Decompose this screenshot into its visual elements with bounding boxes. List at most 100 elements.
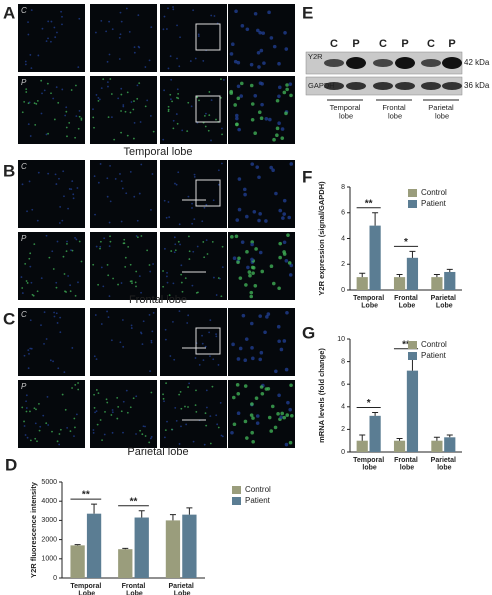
cell-signal xyxy=(267,415,272,420)
cell-signal xyxy=(66,426,69,429)
micrograph xyxy=(90,160,157,228)
cell-signal xyxy=(189,60,192,62)
legend-label: Control xyxy=(245,485,271,494)
blot-band xyxy=(373,82,393,90)
cell-signal xyxy=(117,406,120,408)
cell-signal xyxy=(28,352,30,355)
cell-signal xyxy=(255,414,260,418)
cell-signal xyxy=(193,175,196,178)
significance-label: * xyxy=(404,237,408,248)
cell-signal xyxy=(106,263,109,266)
blot-band xyxy=(324,82,344,90)
cell-signal xyxy=(116,396,119,399)
cell-signal xyxy=(235,383,240,387)
cell-signal xyxy=(231,342,235,347)
cell-signal xyxy=(178,393,181,396)
cell-signal xyxy=(92,116,95,119)
cell-signal xyxy=(120,220,123,223)
group-label: Parietal lobe xyxy=(428,103,454,120)
lane-label: C xyxy=(330,38,338,50)
cell-signal xyxy=(26,436,29,439)
cell-signal xyxy=(208,331,211,334)
cell-signal xyxy=(47,172,50,175)
cell-signal xyxy=(254,396,259,400)
significance-label: * xyxy=(367,398,371,409)
cell-signal xyxy=(282,339,287,343)
cell-signal xyxy=(121,187,124,190)
cell-signal xyxy=(40,277,43,280)
micrograph xyxy=(160,76,227,144)
cell-signal xyxy=(246,265,250,270)
error-bar xyxy=(74,544,81,546)
cell-signal xyxy=(21,183,24,186)
cell-signal xyxy=(190,105,193,108)
cell-signal xyxy=(288,82,293,86)
legend-swatch xyxy=(232,486,241,494)
cell-signal xyxy=(258,250,263,255)
cell-signal xyxy=(285,83,289,87)
cell-signal xyxy=(195,411,198,413)
bar xyxy=(356,277,368,290)
cell-signal xyxy=(129,111,132,114)
cell-signal xyxy=(139,429,142,432)
cell-signal xyxy=(256,28,260,33)
cell-signal xyxy=(52,97,55,100)
region-caption: Temporal lobe xyxy=(123,146,192,158)
cell-signal xyxy=(137,45,140,48)
error-bar xyxy=(409,250,416,258)
cell-signal xyxy=(111,409,114,411)
cell-signal xyxy=(110,93,113,95)
cell-signal xyxy=(146,249,149,252)
cell-signal xyxy=(33,102,36,105)
cell-signal xyxy=(41,92,43,95)
cell-signal xyxy=(277,85,282,90)
x-tick-label: Temporal Lobe xyxy=(353,295,384,310)
cell-signal xyxy=(277,393,281,398)
cell-signal xyxy=(47,132,49,135)
cell-signal xyxy=(248,273,252,278)
cell-signal xyxy=(277,61,281,66)
cell-signal xyxy=(275,98,280,103)
cell-signal xyxy=(164,328,167,331)
cell-signal xyxy=(216,423,219,426)
cell-signal xyxy=(283,30,287,35)
cell-signal xyxy=(287,215,291,220)
panel-label: D xyxy=(5,455,17,474)
cell-signal xyxy=(25,280,28,282)
cell-signal xyxy=(39,425,42,428)
cell-signal xyxy=(105,398,108,401)
cell-signal xyxy=(107,85,109,88)
cell-signal xyxy=(61,15,63,18)
cell-signal xyxy=(132,108,135,111)
cell-signal xyxy=(140,163,143,166)
cell-signal xyxy=(162,270,164,272)
cell-signal xyxy=(215,118,217,121)
micrograph xyxy=(90,380,157,448)
cell-signal xyxy=(100,19,103,22)
error-bar xyxy=(138,510,145,518)
cell-signal xyxy=(236,357,241,361)
cell-signal xyxy=(245,27,250,32)
legend-label: Control xyxy=(421,340,447,349)
cell-signal xyxy=(74,426,76,429)
cell-signal xyxy=(95,94,98,96)
cell-signal xyxy=(263,330,267,335)
cell-signal xyxy=(284,47,289,51)
cell-signal xyxy=(63,195,65,198)
row-label: P xyxy=(21,382,27,391)
cell-signal xyxy=(196,245,199,248)
cell-signal xyxy=(27,349,30,352)
cell-signal xyxy=(235,122,239,127)
cell-signal xyxy=(20,276,23,278)
cell-signal xyxy=(198,99,200,102)
cell-signal xyxy=(132,397,135,400)
size-label: 42 kDa xyxy=(464,58,490,67)
y-axis-label: Y2R expression (signal/GAPDH) xyxy=(317,181,326,296)
cell-signal xyxy=(65,106,68,109)
cell-signal xyxy=(270,404,275,409)
cell-signal xyxy=(221,245,224,248)
bar xyxy=(431,440,443,452)
cell-signal xyxy=(149,115,152,117)
cell-signal xyxy=(151,173,154,175)
cell-signal xyxy=(152,130,155,133)
